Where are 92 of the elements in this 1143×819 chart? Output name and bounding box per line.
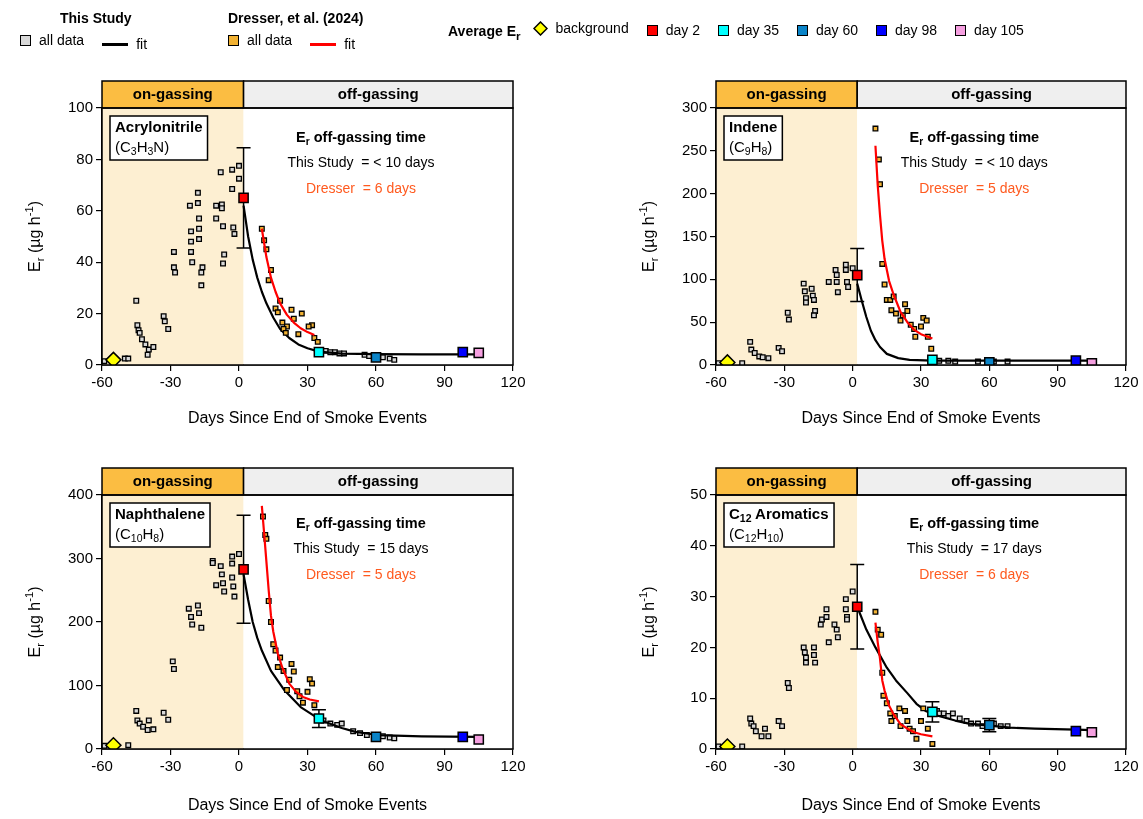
- y-tick-label: 250: [681, 140, 707, 158]
- annotation: This Study = 15 days: [293, 540, 429, 557]
- annotation: Dresser = 5 days: [305, 565, 416, 582]
- legend-label: all data: [247, 32, 293, 48]
- y-tick-label: 400: [67, 485, 93, 503]
- band-label: on-gassing: [132, 471, 213, 489]
- y-tick-label: 30: [690, 586, 707, 604]
- legend-label: day 2: [665, 22, 700, 38]
- band-label: off-gassing: [337, 471, 419, 489]
- x-tick-label: -30: [773, 757, 796, 775]
- y-axis-title: Er (µg h-1): [637, 586, 660, 658]
- x-tick-label: 120: [1113, 373, 1139, 391]
- y-tick-label: 150: [681, 226, 707, 244]
- annotation: This Study = 17 days: [906, 540, 1042, 557]
- x-axis-title: Days Since End of Smoke Events: [801, 795, 1041, 813]
- legend-label: day 98: [895, 22, 938, 38]
- y-tick-label: 20: [76, 303, 93, 321]
- text: Dresser, et al. (2024): [228, 10, 365, 26]
- legend-label: background: [555, 20, 629, 36]
- x-axis-title: Days Since End of Smoke Events: [187, 795, 428, 813]
- band-label: off-gassing: [951, 471, 1033, 489]
- x-tick-label: 90: [1049, 373, 1067, 391]
- x-tick-label: 120: [1113, 757, 1139, 775]
- y-tick-label: 50: [690, 312, 707, 330]
- y-tick-label: 300: [67, 548, 93, 566]
- y-tick-label: 0: [698, 355, 707, 373]
- y-axis-title: Er (µg h-1): [23, 586, 46, 658]
- x-tick-label: 90: [436, 373, 453, 391]
- x-tick-label: 30: [912, 757, 930, 775]
- x-tick-label: 60: [367, 757, 385, 775]
- y-tick-label: 80: [76, 149, 93, 167]
- x-tick-label: 0: [848, 757, 857, 775]
- legend-label: all data: [39, 32, 85, 48]
- y-tick-label: 40: [76, 252, 93, 270]
- band-label: on-gassing: [746, 471, 827, 489]
- x-tick-label: 60: [367, 373, 385, 391]
- x-tick-label: -60: [705, 373, 727, 391]
- y-tick-label: 60: [76, 200, 93, 218]
- y-tick-label: 50: [690, 485, 707, 503]
- annotation: Dresser = 6 days: [305, 179, 416, 196]
- x-tick-label: 0: [234, 757, 244, 775]
- y-tick-label: 0: [698, 739, 707, 757]
- y-tick-label: 300: [681, 98, 707, 116]
- x-tick-label: -30: [773, 373, 796, 391]
- x-tick-label: 120: [500, 757, 526, 775]
- x-tick-label: 30: [912, 373, 930, 391]
- legend-label: fit: [344, 36, 356, 52]
- text: Indene: [729, 118, 778, 136]
- y-tick-label: 0: [84, 739, 93, 757]
- text: This Study: [60, 10, 133, 26]
- x-tick-label: 120: [500, 373, 526, 391]
- legend-label: day 105: [974, 22, 1024, 38]
- annotation: Dresser = 5 days: [919, 179, 1030, 196]
- y-tick-label: 200: [681, 183, 707, 201]
- y-tick-label: 100: [681, 269, 707, 287]
- y-axis-title: Er (µg h-1): [637, 201, 660, 272]
- annotation: This Study = < 10 days: [287, 154, 435, 171]
- x-tick-label: -60: [705, 757, 727, 775]
- y-tick-label: 40: [690, 535, 707, 553]
- annotation: Dresser = 6 days: [919, 565, 1030, 582]
- y-tick-label: 200: [67, 612, 93, 630]
- x-tick-label: -60: [91, 373, 113, 391]
- x-tick-label: 90: [436, 757, 453, 775]
- x-tick-label: -60: [91, 757, 113, 775]
- band-label: on-gassing: [132, 84, 213, 102]
- x-tick-label: 30: [299, 757, 316, 775]
- legend-label: fit: [136, 36, 148, 52]
- y-tick-label: 20: [690, 637, 707, 655]
- band-label: off-gassing: [951, 84, 1033, 102]
- x-tick-label: 0: [848, 373, 857, 391]
- x-tick-label: 60: [980, 373, 998, 391]
- y-tick-label: 100: [67, 98, 93, 116]
- x-tick-label: 60: [980, 757, 998, 775]
- x-tick-label: -30: [159, 757, 182, 775]
- y-tick-label: 100: [67, 675, 93, 693]
- text: Average E$_{r}$: [448, 22, 521, 42]
- text: Naphthalene: [115, 505, 206, 523]
- legend-label: day 60: [815, 22, 859, 38]
- legend-label: day 35: [736, 22, 779, 38]
- band-label: off-gassing: [337, 84, 419, 102]
- y-axis-title: Er (µg h-1): [23, 201, 46, 272]
- x-axis-title: Days Since End of Smoke Events: [187, 408, 428, 426]
- text: Acrylonitrile: [115, 118, 203, 136]
- y-tick-label: 0: [84, 355, 93, 373]
- x-tick-label: 90: [1049, 757, 1067, 775]
- x-tick-label: -30: [159, 373, 182, 391]
- annotation: This Study = < 10 days: [900, 154, 1048, 171]
- x-tick-label: 0: [234, 373, 244, 391]
- x-tick-label: 30: [299, 373, 316, 391]
- x-axis-title: Days Since End of Smoke Events: [801, 408, 1041, 426]
- band-label: on-gassing: [746, 84, 827, 102]
- y-tick-label: 10: [690, 688, 707, 706]
